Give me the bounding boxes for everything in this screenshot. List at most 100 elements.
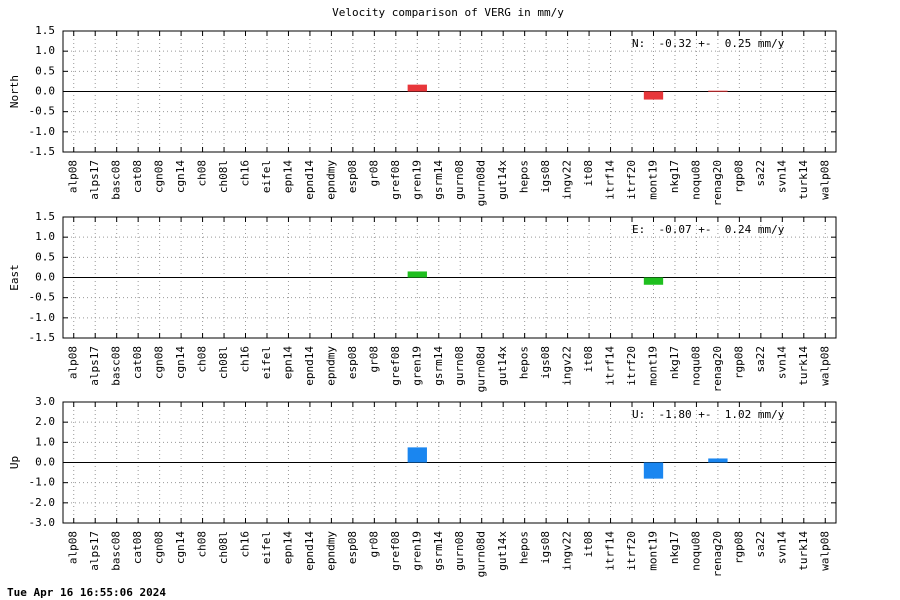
x-tick-label: esp08 [346, 531, 359, 564]
x-tick-label: cgn08 [153, 346, 166, 379]
x-tick-label: cgn14 [174, 346, 187, 379]
x-tick-label: gsrm14 [432, 531, 445, 571]
y-tick-label: 1.0 [35, 230, 55, 243]
timestamp: Tue Apr 16 16:55:06 2024 [7, 586, 166, 599]
x-tick-label: rgp08 [732, 531, 745, 564]
y-tick-label: -0.5 [29, 291, 56, 304]
x-tick-label: hepos [518, 346, 531, 379]
x-tick-label: renag20 [711, 346, 724, 392]
x-tick-label: itrf20 [625, 160, 638, 200]
x-tick-label: gsrm14 [432, 346, 445, 386]
y-tick-label: 0.5 [35, 250, 55, 263]
x-tick-label: renag20 [711, 160, 724, 206]
y-tick-label: 1.5 [35, 210, 55, 223]
x-tick-label: igs08 [539, 160, 552, 193]
x-tick-label: turk14 [797, 531, 810, 571]
x-tick-label: epndmy [324, 346, 337, 386]
x-tick-label: gref08 [389, 346, 402, 386]
x-tick-label: svn14 [775, 160, 788, 193]
x-tick-label: nkg17 [668, 346, 681, 379]
x-tick-label: ch08l [217, 160, 230, 193]
x-tick-label: ingv22 [561, 346, 574, 386]
x-tick-label: hepos [518, 531, 531, 564]
x-tick-label: epn14 [281, 346, 294, 379]
y-tick-label: -1.0 [29, 476, 56, 489]
x-tick-label: esp08 [346, 160, 359, 193]
x-tick-label: walp08 [818, 160, 831, 200]
y-tick-label: -1.5 [29, 331, 56, 344]
x-tick-label: sa22 [754, 346, 767, 373]
bar [407, 84, 427, 92]
x-tick-label: mont19 [646, 346, 659, 386]
x-tick-label: gr08 [367, 531, 380, 558]
x-tick-label: ch16 [239, 346, 252, 373]
x-tick-label: alps17 [88, 531, 101, 571]
x-tick-label: epndmy [324, 160, 337, 200]
x-tick-label: gref08 [389, 531, 402, 571]
x-tick-label: ch08 [196, 346, 209, 373]
bar [643, 91, 664, 100]
x-tick-label: gren19 [410, 531, 423, 571]
x-tick-label: walp08 [818, 531, 831, 571]
y-tick-label: 3.0 [35, 395, 55, 408]
y-tick-label: 0.5 [35, 64, 55, 77]
annotation: E: -0.07 +- 0.24 mm/y [632, 223, 785, 236]
x-tick-label: esp08 [346, 346, 359, 379]
x-tick-label: cgn08 [153, 160, 166, 193]
x-tick-label: ch08l [217, 346, 230, 379]
x-tick-label: cgn08 [153, 531, 166, 564]
x-tick-label: gurn08 [453, 160, 466, 200]
y-axis-label: Up [8, 456, 21, 469]
x-tick-label: ingv22 [561, 531, 574, 571]
y-axis-label: East [8, 264, 21, 291]
x-tick-label: gut14x [496, 160, 509, 200]
x-tick-label: nkg17 [668, 531, 681, 564]
x-tick-label: gref08 [389, 160, 402, 200]
x-tick-label: gren19 [410, 346, 423, 386]
x-tick-label: ch16 [239, 531, 252, 558]
x-tick-label: ch08l [217, 531, 230, 564]
x-tick-label: eifel [260, 531, 273, 564]
y-tick-label: 1.0 [35, 44, 55, 57]
x-tick-label: itrf20 [625, 346, 638, 386]
x-tick-label: gurn08d [475, 531, 488, 577]
x-tick-label: epn14 [281, 160, 294, 193]
x-tick-label: cgn14 [174, 160, 187, 193]
x-tick-label: itrf14 [604, 160, 617, 200]
x-tick-label: nkg17 [668, 160, 681, 193]
x-tick-label: walp08 [818, 346, 831, 386]
x-tick-label: sa22 [754, 531, 767, 558]
x-tick-label: alp08 [67, 160, 80, 193]
plot-frame [62, 401, 837, 524]
y-tick-label: 1.5 [35, 24, 55, 37]
x-tick-label: igs08 [539, 531, 552, 564]
x-tick-label: ch08 [196, 160, 209, 187]
x-tick-label: alp08 [67, 346, 80, 379]
bar [643, 277, 664, 285]
y-tick-label: 0.0 [35, 85, 55, 98]
x-tick-label: gr08 [367, 346, 380, 373]
x-tick-label: sa22 [754, 160, 767, 187]
x-tick-label: cat08 [131, 346, 144, 379]
x-tick-label: cgn14 [174, 531, 187, 564]
x-tick-label: alps17 [88, 160, 101, 200]
x-tick-label: itrf14 [604, 346, 617, 386]
x-tick-label: cat08 [131, 160, 144, 193]
x-tick-label: it08 [582, 531, 595, 558]
bar [708, 90, 728, 92]
x-tick-label: ch16 [239, 160, 252, 187]
chart-title: Velocity comparison of VERG in mm/y [332, 6, 564, 19]
x-tick-label: igs08 [539, 346, 552, 379]
plot-frame [62, 30, 837, 153]
x-tick-label: gurn08 [453, 531, 466, 571]
x-tick-label: epnd14 [303, 346, 316, 386]
annotation: U: -1.80 +- 1.02 mm/y [632, 408, 785, 421]
x-tick-label: ingv22 [561, 160, 574, 200]
x-tick-label: gurn08d [475, 160, 488, 206]
y-tick-label: 0.0 [35, 271, 55, 284]
x-tick-label: turk14 [797, 346, 810, 386]
x-tick-label: noqu08 [689, 346, 702, 386]
x-tick-label: itrf20 [625, 531, 638, 571]
